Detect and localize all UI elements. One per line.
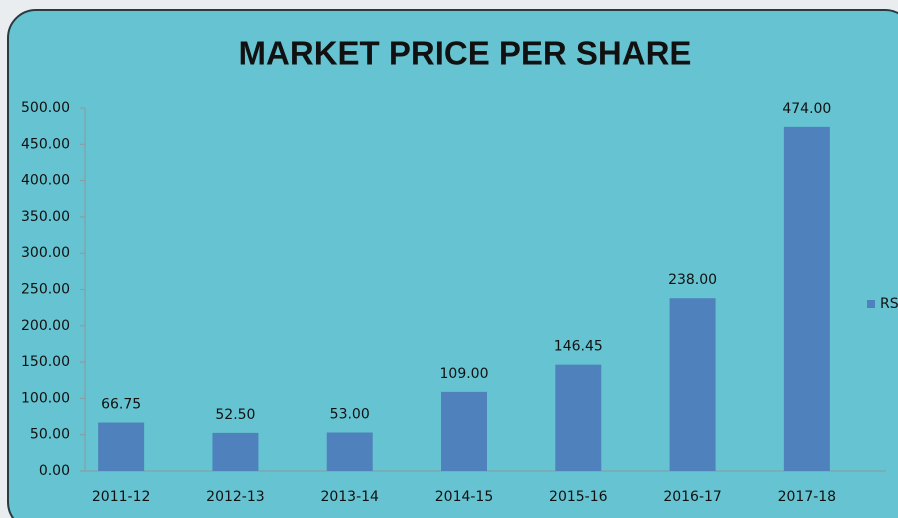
bar xyxy=(555,364,602,471)
y-tick-label: 0.00 xyxy=(39,463,70,479)
data-label: 53.00 xyxy=(330,407,370,423)
x-tick-label: 2015-16 xyxy=(549,489,608,505)
x-tick-label: 2017-18 xyxy=(778,489,837,505)
x-tick-label: 2014-15 xyxy=(435,489,494,505)
x-tick-label: 2011-12 xyxy=(92,489,151,505)
data-label: 238.00 xyxy=(668,272,717,288)
y-tick-label: 250.00 xyxy=(21,282,70,298)
legend-label: RS xyxy=(880,296,898,312)
data-label: 474.00 xyxy=(782,101,831,117)
bar xyxy=(441,391,487,471)
y-tick-label: 300.00 xyxy=(21,245,70,261)
y-tick-label: 500.00 xyxy=(21,100,70,116)
legend-swatch xyxy=(867,300,875,308)
y-tick-label: 150.00 xyxy=(21,354,70,370)
x-tick-label: 2013-14 xyxy=(320,489,379,505)
y-tick-label: 450.00 xyxy=(21,136,70,152)
bar xyxy=(98,422,145,471)
data-label: 52.50 xyxy=(215,407,255,423)
x-tick-label: 2016-17 xyxy=(663,489,722,505)
chart-title: MARKET PRICE PER SHARE xyxy=(239,35,692,72)
bar xyxy=(669,298,716,471)
bar xyxy=(326,432,373,471)
y-tick-label: 200.00 xyxy=(21,318,70,334)
y-tick-label: 350.00 xyxy=(21,209,70,225)
y-tick-label: 400.00 xyxy=(21,173,70,189)
data-label: 109.00 xyxy=(440,366,489,382)
x-tick-label: 2012-13 xyxy=(206,489,265,505)
bar xyxy=(212,432,259,471)
y-tick-label: 100.00 xyxy=(21,390,70,406)
y-tick-label: 50.00 xyxy=(30,427,70,443)
data-label: 66.75 xyxy=(101,397,141,413)
data-label: 146.45 xyxy=(554,339,603,355)
bar xyxy=(783,126,830,471)
